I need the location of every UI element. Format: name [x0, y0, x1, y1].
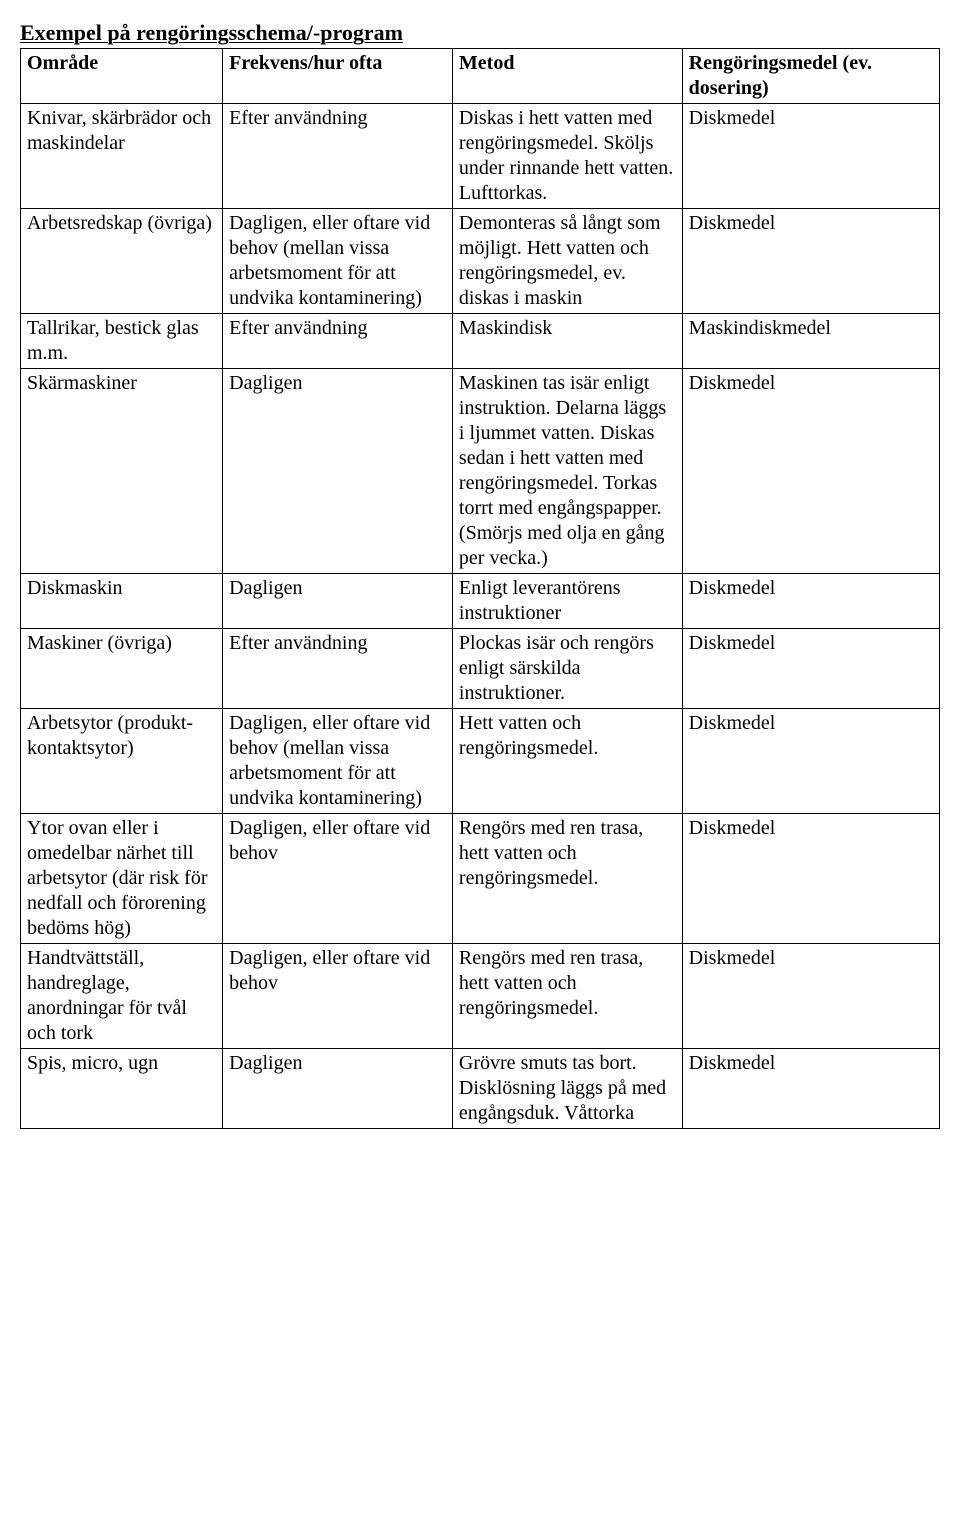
- table-row: Arbetsredskap (övriga) Dagligen, eller o…: [21, 209, 940, 314]
- cell-agent: Diskmedel: [682, 944, 939, 1049]
- table-row: Ytor ovan eller i omedelbar närhet till …: [21, 814, 940, 944]
- cell-frequency: Dagligen, eller oftare vid behov (mellan…: [223, 709, 453, 814]
- table-row: Diskmaskin Dagligen Enligt leverantörens…: [21, 574, 940, 629]
- cell-frequency: Dagligen: [223, 574, 453, 629]
- cell-method: Maskinen tas isär enligt instruktion. De…: [452, 369, 682, 574]
- cell-area: Skärmaskiner: [21, 369, 223, 574]
- table-row: Maskiner (övriga) Efter användning Plock…: [21, 629, 940, 709]
- cell-frequency: Efter användning: [223, 629, 453, 709]
- cell-area: Arbetsytor (produkt-kontaktsytor): [21, 709, 223, 814]
- table-head: Område Frekvens/hur ofta Metod Rengöring…: [21, 49, 940, 104]
- cell-frequency: Efter användning: [223, 104, 453, 209]
- table-row: Tallrikar, bestick glas m.m. Efter använ…: [21, 314, 940, 369]
- cell-method: Hett vatten och rengöringsmedel.: [452, 709, 682, 814]
- table-row: Handtvättställ, handreglage, anordningar…: [21, 944, 940, 1049]
- cell-agent: Diskmedel: [682, 209, 939, 314]
- cell-method: Maskindisk: [452, 314, 682, 369]
- cell-frequency: Efter användning: [223, 314, 453, 369]
- table-row: Knivar, skärbrädor och maskindelar Efter…: [21, 104, 940, 209]
- cell-method: Enligt leverantörens instruktioner: [452, 574, 682, 629]
- table-row: Skärmaskiner Dagligen Maskinen tas isär …: [21, 369, 940, 574]
- table-row: Spis, micro, ugn Dagligen Grövre smuts t…: [21, 1049, 940, 1129]
- cell-agent: Diskmedel: [682, 1049, 939, 1129]
- cell-agent: Diskmedel: [682, 814, 939, 944]
- table-body: Knivar, skärbrädor och maskindelar Efter…: [21, 104, 940, 1129]
- cell-method: Demonteras så långt som möjligt. Hett va…: [452, 209, 682, 314]
- header-row: Område Frekvens/hur ofta Metod Rengöring…: [21, 49, 940, 104]
- cell-method: Grövre smuts tas bort. Disklösning läggs…: [452, 1049, 682, 1129]
- cell-agent: Maskindiskmedel: [682, 314, 939, 369]
- cell-frequency: Dagligen: [223, 1049, 453, 1129]
- cell-method: Diskas i hett vatten med rengöringsmedel…: [452, 104, 682, 209]
- header-frequency: Frekvens/hur ofta: [223, 49, 453, 104]
- cell-agent: Diskmedel: [682, 574, 939, 629]
- cell-agent: Diskmedel: [682, 369, 939, 574]
- cell-agent: Diskmedel: [682, 709, 939, 814]
- cell-area: Ytor ovan eller i omedelbar närhet till …: [21, 814, 223, 944]
- cell-agent: Diskmedel: [682, 629, 939, 709]
- cell-frequency: Dagligen: [223, 369, 453, 574]
- header-agent: Rengöringsmedel (ev. dosering): [682, 49, 939, 104]
- cell-method: Plockas isär och rengörs enligt särskild…: [452, 629, 682, 709]
- cell-method: Rengörs med ren trasa, hett vatten och r…: [452, 944, 682, 1049]
- page-title: Exempel på rengöringsschema/-program: [20, 20, 940, 46]
- cell-frequency: Dagligen, eller oftare vid behov: [223, 814, 453, 944]
- cell-area: Handtvättställ, handreglage, anordningar…: [21, 944, 223, 1049]
- cell-area: Tallrikar, bestick glas m.m.: [21, 314, 223, 369]
- header-method: Metod: [452, 49, 682, 104]
- cell-frequency: Dagligen, eller oftare vid behov: [223, 944, 453, 1049]
- table-row: Arbetsytor (produkt-kontaktsytor) Daglig…: [21, 709, 940, 814]
- cell-frequency: Dagligen, eller oftare vid behov (mellan…: [223, 209, 453, 314]
- cell-method: Rengörs med ren trasa, hett vatten och r…: [452, 814, 682, 944]
- cell-agent: Diskmedel: [682, 104, 939, 209]
- cleaning-schedule-table: Område Frekvens/hur ofta Metod Rengöring…: [20, 48, 940, 1129]
- header-area: Område: [21, 49, 223, 104]
- cell-area: Maskiner (övriga): [21, 629, 223, 709]
- cell-area: Arbetsredskap (övriga): [21, 209, 223, 314]
- cell-area: Spis, micro, ugn: [21, 1049, 223, 1129]
- cell-area: Diskmaskin: [21, 574, 223, 629]
- cell-area: Knivar, skärbrädor och maskindelar: [21, 104, 223, 209]
